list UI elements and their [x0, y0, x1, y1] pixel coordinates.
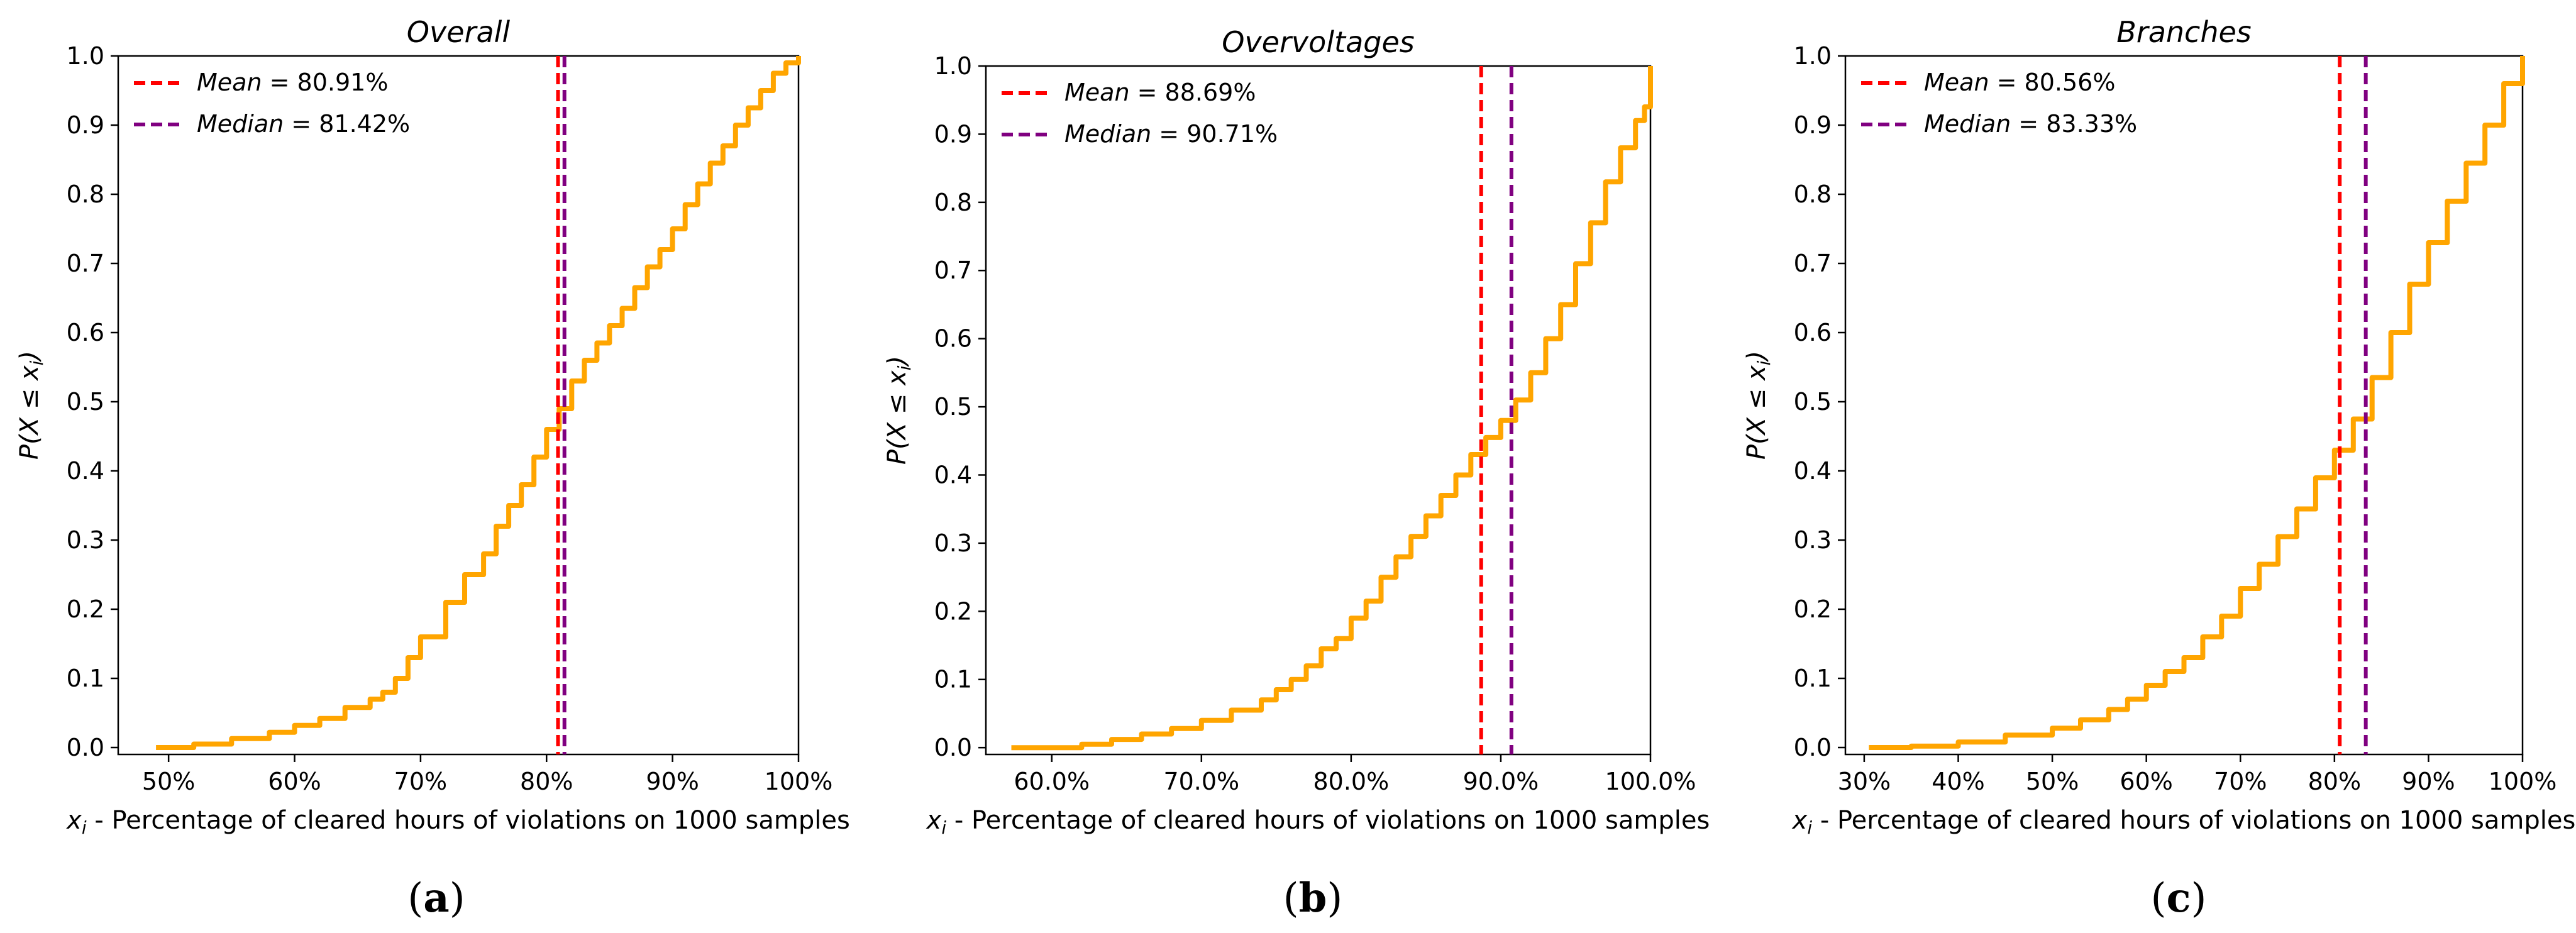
y-tick-label: 0.1 [67, 665, 104, 692]
y-tick-label: 0.5 [934, 393, 972, 421]
x-axis-label: xi - Percentage of cleared hours of viol… [926, 806, 1710, 838]
y-tick-label: 0.9 [934, 120, 972, 148]
plot-frame [985, 65, 1652, 756]
y-tick-label: 0.4 [1794, 457, 1832, 485]
x-tick-label: 100.0% [1605, 768, 1696, 795]
y-tick-label: 0.7 [67, 250, 104, 277]
y-tick-label: 0.1 [934, 666, 972, 693]
x-tick-label: 30% [1838, 768, 1891, 795]
y-tick-label: 0.6 [67, 319, 104, 346]
cdf-line [156, 56, 801, 750]
y-tick-label: 0.3 [1794, 526, 1832, 554]
y-tick-label: 1.0 [1794, 42, 1832, 70]
y-tick-label: 0.4 [67, 457, 104, 485]
y-tick-label: 0.6 [1794, 319, 1832, 346]
legend-entry: Median = 81.42% [197, 110, 410, 138]
y-tick-label: 0.6 [934, 325, 972, 353]
y-tick-label: 0.3 [67, 526, 104, 554]
x-tick-label: 70.0% [1163, 768, 1239, 795]
y-tick-label: 0.2 [1794, 595, 1832, 623]
y-tick-label: 0.1 [1794, 665, 1832, 692]
y-axis-label: P(X ≤ xi) [1742, 351, 1774, 460]
x-axis-label: xi - Percentage of cleared hours of viol… [65, 806, 850, 838]
y-tick-label: 0.4 [934, 461, 972, 489]
chart-title: Overvoltages [1222, 25, 1414, 59]
x-tick-label: 50% [142, 768, 195, 795]
x-tick-label: 80% [520, 768, 573, 795]
y-tick-label: 0.0 [67, 734, 104, 761]
y-tick-label: 0.2 [67, 595, 104, 623]
panel-a: Overall 50% 60% 70% 80% 90% 100% 0.0 0.1 0.2 0.3 0.… [15, 15, 850, 922]
y-tick-label: 0.7 [1794, 250, 1832, 277]
x-tick-label: 50% [2026, 768, 2079, 795]
x-tick-label: 60% [268, 768, 321, 795]
panel-label: (a) [407, 875, 465, 922]
y-tick-label: 0.9 [1794, 111, 1832, 139]
x-tick-label: 40% [1932, 768, 1984, 795]
cdf-line [1869, 56, 2525, 750]
y-axis-label: P(X ≤ xi) [883, 356, 915, 465]
legend-entry: Mean = 80.91% [197, 69, 388, 96]
legend-entry: Mean = 88.69% [1064, 79, 1256, 106]
panel-label: (c) [2151, 875, 2207, 922]
x-tick-label: 100% [765, 768, 833, 795]
y-tick-label: 0.8 [934, 189, 972, 216]
y-axis-label: P(X ≤ xi) [15, 351, 47, 460]
y-tick-label: 0.5 [67, 388, 104, 416]
y-tick-label: 0.0 [934, 734, 972, 761]
legend-entry: Mean = 80.56% [1924, 69, 2115, 96]
x-tick-label: 60.0% [1014, 768, 1090, 795]
x-axis-label: xi - Percentage of cleared hours of viol… [1791, 806, 2576, 838]
panel-b: Overvoltages 60.0% 70.0% 80.0% 90.0% 100.0% 0.… [883, 25, 1710, 922]
x-tick-label: 70% [2214, 768, 2267, 795]
panel-label: (b) [1283, 875, 1343, 922]
x-tick-label: 70% [394, 768, 447, 795]
plot-frame [1844, 55, 2524, 756]
y-tick-label: 0.8 [1794, 180, 1832, 208]
y-tick-label: 0.2 [934, 597, 972, 625]
x-tick-label: 60% [2120, 768, 2172, 795]
x-tick-label: 80.0% [1313, 768, 1390, 795]
y-tick-label: 0.7 [934, 257, 972, 284]
cdf-line [1011, 66, 1653, 751]
x-tick-label: 90.0% [1463, 768, 1539, 795]
plot-frame [117, 55, 800, 756]
x-tick-label: 90% [646, 768, 699, 795]
y-tick-label: 1.0 [67, 42, 104, 70]
y-tick-label: 0.0 [1794, 734, 1832, 761]
y-tick-label: 0.9 [67, 111, 104, 139]
y-tick-label: 0.8 [67, 180, 104, 208]
y-tick-label: 0.3 [934, 529, 972, 557]
y-tick-label: 0.5 [1794, 388, 1832, 416]
panel-c: Branches 30% 40% 50% 60% 70% 80% 90% 100% 0.0 0.1 0… [1742, 15, 2575, 922]
legend-entry: Median = 90.71% [1064, 120, 1278, 148]
x-tick-label: 100% [2489, 768, 2557, 795]
x-tick-label: 90% [2402, 768, 2455, 795]
y-tick-label: 1.0 [934, 52, 972, 80]
x-tick-label: 80% [2308, 768, 2361, 795]
legend-entry: Median = 83.33% [1924, 110, 2137, 138]
chart-title: Branches [2116, 15, 2252, 49]
chart-title: Overall [407, 15, 511, 49]
